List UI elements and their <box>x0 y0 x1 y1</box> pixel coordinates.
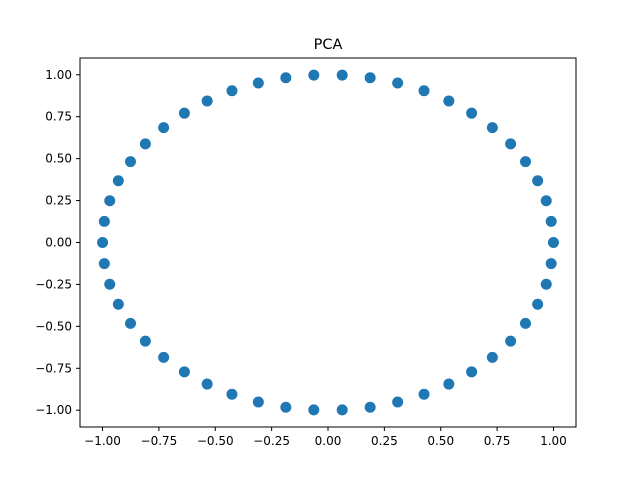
y-tick-label: 1.00 <box>45 68 72 82</box>
y-tick-label: −0.50 <box>35 319 72 333</box>
scatter-point <box>418 85 430 97</box>
x-tick-label: 0.50 <box>427 434 454 448</box>
scatter-point <box>520 156 531 168</box>
scatter-point <box>308 404 320 416</box>
y-tick-label: −1.00 <box>35 403 72 417</box>
y-tick-label: 0.75 <box>45 110 72 124</box>
scatter-point <box>280 72 292 84</box>
scatter-point <box>486 122 498 134</box>
scatter-point <box>98 215 110 227</box>
x-tick-label: −0.50 <box>197 434 234 448</box>
scatter-point <box>532 298 544 310</box>
scatter-point <box>392 396 404 408</box>
y-axis-ticks: −1.00 −0.75 −0.50 −0.25 0.00 0.25 0.50 0.75 1.00 <box>35 68 80 417</box>
scatter-point <box>112 298 124 310</box>
scatter-point <box>280 401 292 413</box>
scatter-point <box>547 237 559 248</box>
y-tick-label: 0.25 <box>45 194 72 208</box>
x-tick-label: −0.75 <box>141 434 178 448</box>
scatter-point <box>505 335 517 347</box>
x-axis-ticks: −1.00 −0.75 −0.50 −0.25 0.00 0.25 0.50 0.75 1.00 <box>84 427 567 448</box>
scatter-point <box>466 107 478 119</box>
scatter-point <box>540 278 552 290</box>
scatter-point <box>104 278 116 290</box>
plot-area-frame <box>79 57 577 428</box>
scatter-point <box>364 72 376 84</box>
scatter-point <box>125 317 136 329</box>
scatter-point <box>336 69 348 81</box>
scatter-point <box>505 138 517 150</box>
scatter-point <box>545 215 557 227</box>
scatter-point <box>418 388 430 400</box>
scatter-point <box>178 366 190 378</box>
scatter-point <box>308 69 320 81</box>
x-tick-label: 1.00 <box>540 434 567 448</box>
scatter-point <box>98 258 110 270</box>
scatter-point <box>443 378 455 390</box>
scatter-point <box>158 351 170 363</box>
x-tick-label: −0.25 <box>253 434 290 448</box>
scatter-point <box>226 85 238 97</box>
scatter-point <box>443 95 455 107</box>
scatter-point <box>540 195 552 207</box>
chart-title: PCA <box>314 37 343 53</box>
scatter-point <box>201 378 213 390</box>
scatter-point <box>364 401 376 413</box>
scatter-point <box>252 396 264 408</box>
x-tick-label: 0.25 <box>371 434 398 448</box>
scatter-point <box>104 195 116 207</box>
scatter-point <box>97 237 109 248</box>
scatter-point <box>178 107 190 119</box>
scatter-point <box>545 258 557 270</box>
scatter-point <box>466 366 478 378</box>
scatter-point <box>252 77 264 89</box>
scatter-point <box>486 351 498 363</box>
scatter-point <box>201 95 213 107</box>
scatter-point <box>139 335 151 347</box>
scatter-point <box>139 138 151 150</box>
y-tick-label: −0.25 <box>35 277 72 291</box>
scatter-point <box>520 317 531 329</box>
x-tick-label: 0.00 <box>315 434 342 448</box>
y-tick-label: 0.50 <box>45 152 72 166</box>
x-tick-label: 0.75 <box>484 434 511 448</box>
scatter-point <box>336 404 348 416</box>
points-layer <box>97 69 559 416</box>
scatter-point <box>392 77 404 89</box>
x-tick-label: −1.00 <box>84 434 121 448</box>
scatter-point <box>226 388 238 400</box>
scatter-point <box>532 175 544 187</box>
y-tick-label: 0.00 <box>45 236 72 250</box>
y-tick-label: −0.75 <box>35 361 72 375</box>
scatter-point <box>158 122 170 134</box>
scatter-point <box>125 156 136 168</box>
scatter-point <box>112 175 124 187</box>
